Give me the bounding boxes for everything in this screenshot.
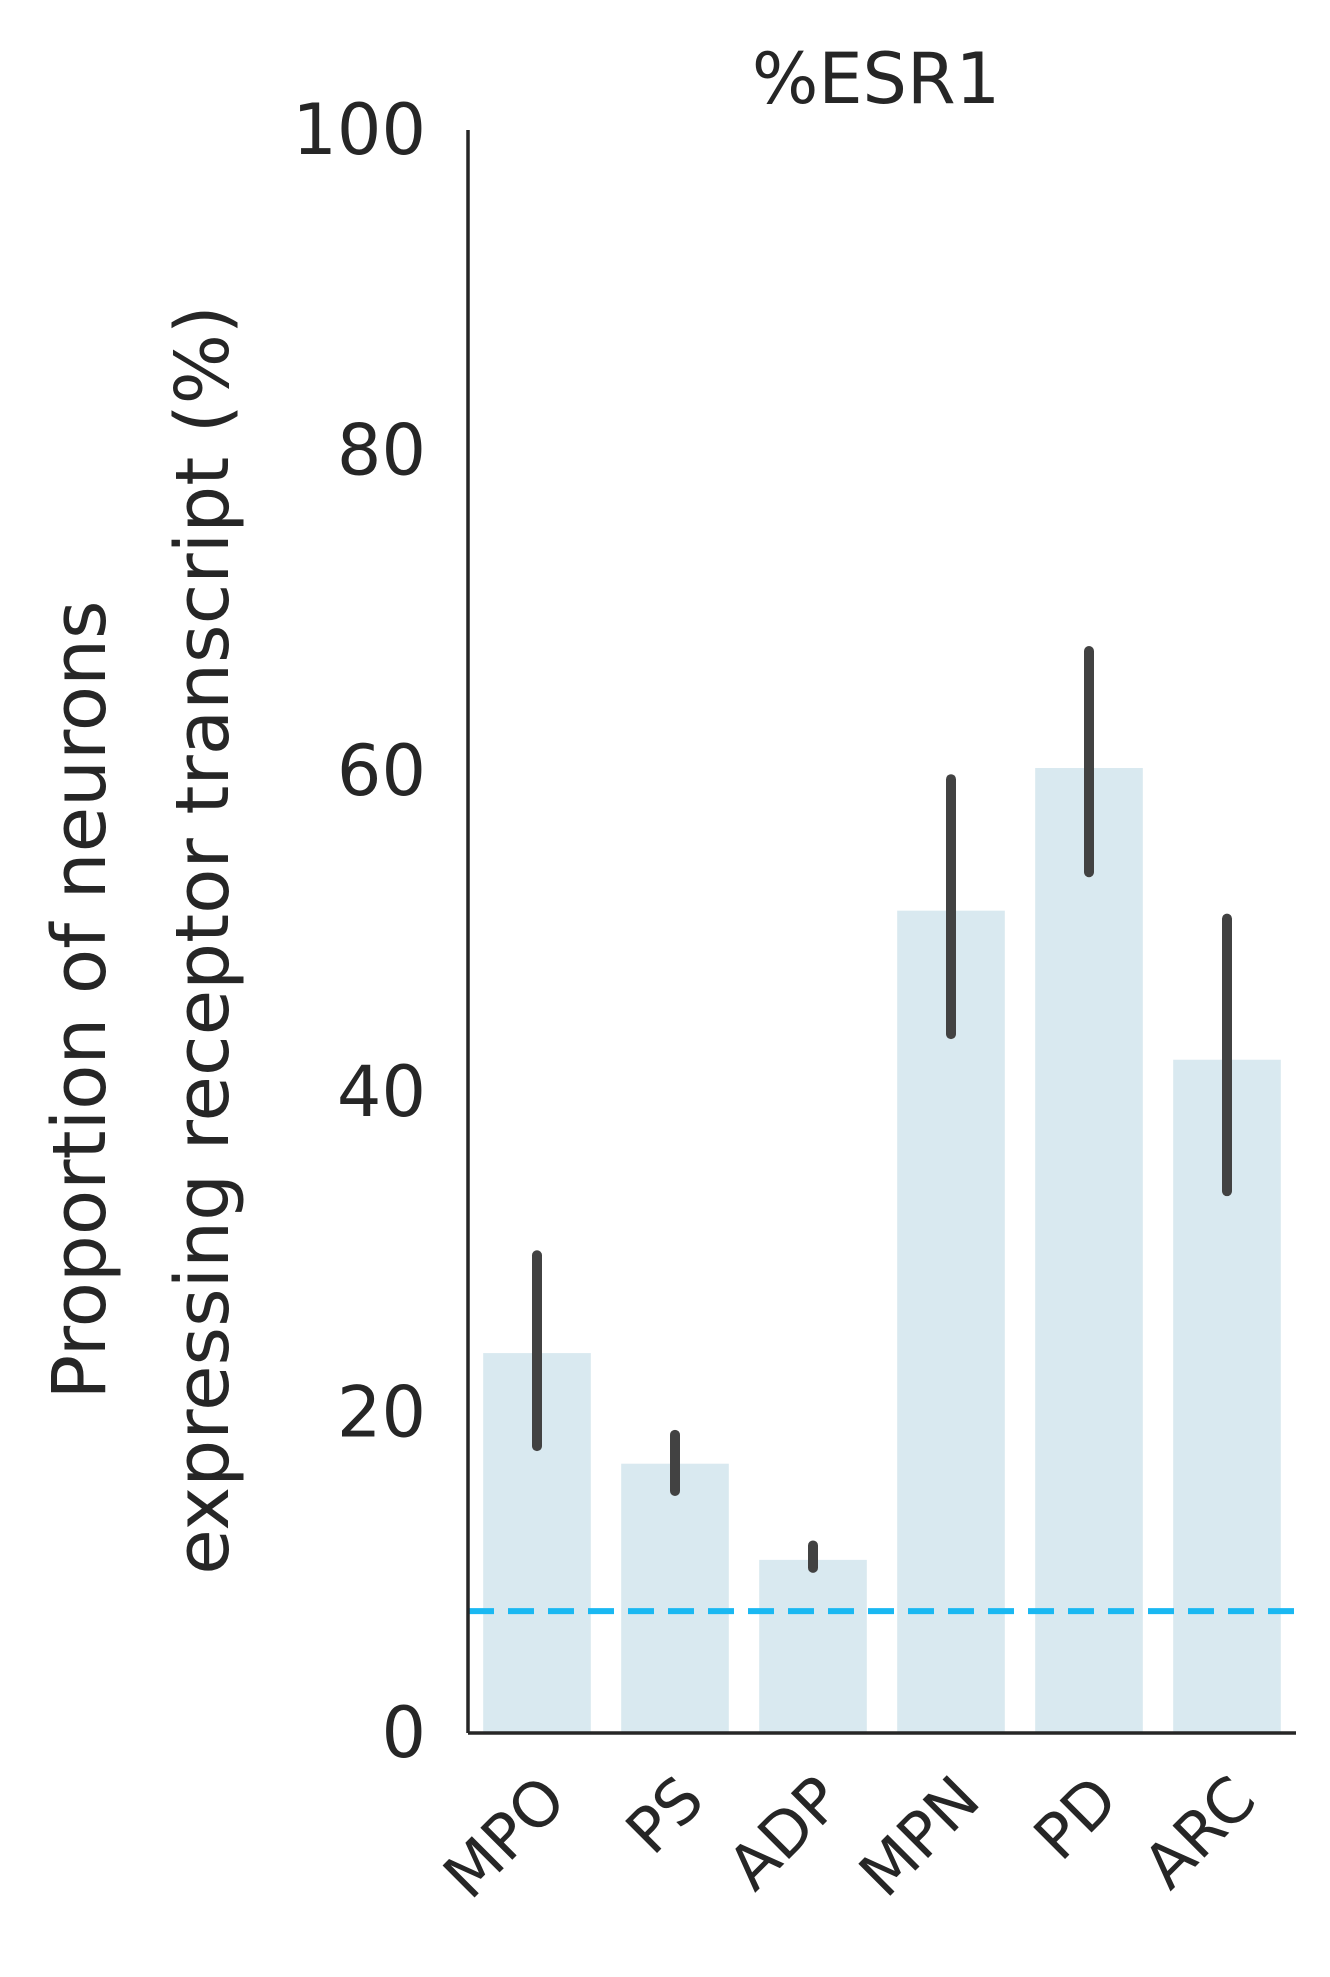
axes-layer [466, 130, 1296, 1735]
y-tick-label-80: 80 [337, 410, 426, 492]
y-axis-label-line-2: expressing receptor transcript (%) [160, 305, 246, 1575]
y-tick-label-60: 60 [337, 730, 426, 812]
x-tick-label-mpn: MPN [845, 1762, 994, 1911]
x-tick-label-pd: PD [1020, 1762, 1132, 1874]
bar-ps [621, 1463, 729, 1733]
bars-layer [483, 767, 1281, 1733]
y-tick-label-40: 40 [337, 1051, 426, 1133]
x-tick-label-arc: ARC [1129, 1762, 1270, 1903]
y-axis-label: Proportion of neurons expressing recepto… [37, 305, 246, 1575]
x-tick-label-mpo: MPO [429, 1762, 579, 1912]
y-tick-label-100: 100 [292, 89, 426, 171]
chart-title: %ESR1 [752, 38, 1000, 120]
bar-mpn [897, 910, 1005, 1733]
bar-pd [1035, 767, 1143, 1733]
bar-adp [759, 1559, 867, 1733]
x-tick-label-ps: PS [612, 1762, 718, 1868]
x-tick-label-adp: ADP [714, 1762, 856, 1904]
y-tick-labels: 0 20 40 60 80 100 [292, 89, 426, 1774]
y-axis-label-line-1: Proportion of neurons [37, 600, 123, 1399]
error-bars-layer [532, 645, 1232, 1573]
y-tick-label-20: 20 [337, 1371, 426, 1453]
y-tick-label-0: 0 [381, 1692, 426, 1774]
